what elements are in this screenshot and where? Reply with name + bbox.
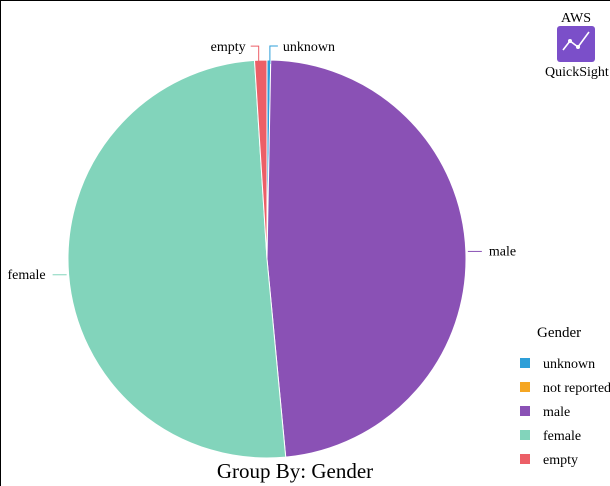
legend-swatch (520, 382, 530, 392)
logo-bottom-text: QuickSight (545, 65, 609, 80)
legend-item-unknown[interactable]: unknown (520, 357, 595, 372)
slice-label-unknown: unknown (283, 40, 335, 55)
aws-quicksight-logo: AWS QuickSight (545, 11, 609, 80)
pie-slice-female[interactable] (67, 59, 287, 459)
legend-item-not-reported[interactable]: not reported (520, 381, 610, 396)
legend-swatch (520, 430, 530, 440)
slice-leader-lines (52, 45, 482, 276)
legend-item-empty[interactable]: empty (520, 453, 578, 468)
leader-line-empty (250, 45, 260, 65)
chart-title: Group By: Gender (217, 459, 373, 483)
logo-line-glyph (562, 31, 590, 51)
legend-swatch (520, 454, 530, 464)
pie-slices (67, 59, 467, 459)
slice-labels: unknown male female empty (8, 40, 517, 283)
pie-slice-male[interactable] (266, 59, 467, 458)
logo-top-text: AWS (561, 11, 591, 26)
legend-label: not reported (543, 381, 610, 396)
legend-label: male (543, 405, 570, 420)
quicksight-icon (557, 26, 595, 62)
legend-swatch (520, 406, 530, 416)
slice-label-female: female (8, 268, 46, 283)
slice-label-male: male (489, 244, 516, 259)
legend-item-female[interactable]: female (520, 429, 581, 444)
legend-title: Gender (537, 325, 581, 341)
logo-dot-glyph (576, 45, 580, 49)
legend[interactable]: Gender unknown not reported male female empt… (520, 325, 610, 468)
legend-label: female (543, 429, 581, 444)
leader-line-unknown (269, 45, 278, 65)
pie-slice-empty[interactable] (253, 59, 268, 260)
legend-label: unknown (543, 357, 595, 372)
legend-swatch (520, 358, 530, 368)
legend-label: empty (543, 453, 578, 468)
logo-dot-glyph (568, 39, 572, 43)
legend-item-male[interactable]: male (520, 405, 570, 420)
slice-label-empty: empty (211, 40, 246, 55)
